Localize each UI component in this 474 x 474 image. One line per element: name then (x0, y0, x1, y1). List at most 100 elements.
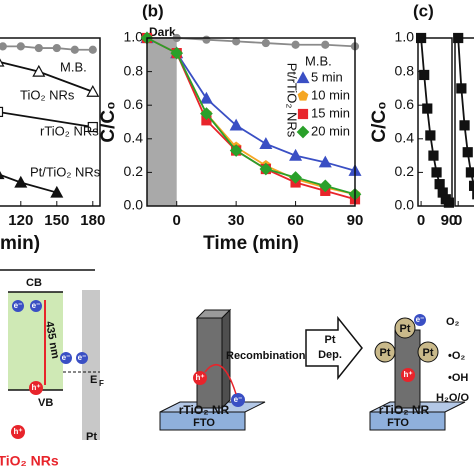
marker (52, 43, 61, 53)
fto (159, 411, 246, 431)
arrow-label: Dep. (318, 349, 342, 361)
bare-rod-diagram: h⁺ e⁻ Recombination rTiO₂ NR FTO (159, 308, 306, 431)
marker (0, 170, 5, 180)
arrow-label: Pt (325, 334, 336, 346)
x-axis-label: Time (min) (203, 233, 299, 254)
marker (289, 148, 303, 161)
series-line (146, 37, 356, 196)
marker (16, 42, 25, 51)
y-tick-label: 0.6 (124, 96, 144, 112)
legend-marker (296, 71, 310, 84)
series-line (420, 37, 450, 204)
panel-title: (b) (142, 1, 164, 20)
series-label: rTiO₂ NRs (40, 123, 99, 138)
plot-frame (417, 37, 453, 207)
x-tick-label: 180 (80, 212, 105, 229)
dark-region (147, 38, 177, 206)
marker (229, 118, 243, 131)
marker (431, 167, 442, 178)
marker (202, 35, 211, 44)
marker (425, 130, 436, 141)
plot-panel: 0 90 0.0 0.2 0.4 0.6 0.8 1.0 (c) C/C₀ (369, 1, 457, 228)
marker (32, 64, 46, 77)
marker (318, 179, 332, 193)
pt-particle (374, 341, 396, 363)
marker (232, 37, 241, 46)
water-label: H₂O/O (436, 392, 469, 404)
cb-label: CB (26, 277, 42, 289)
electron-label: e⁻ (78, 353, 87, 362)
marker (459, 120, 470, 131)
pt-label: Pt (423, 347, 434, 359)
y-axis-label: C/C₀ (369, 101, 390, 142)
marker (289, 171, 302, 184)
series-label: Pt/TiO₂ NRs (30, 164, 101, 179)
arrow-shape (305, 315, 363, 381)
marker (468, 180, 474, 191)
hole-label: h⁺ (13, 427, 22, 436)
pt-particle (394, 317, 416, 339)
marker (434, 179, 445, 190)
electron (76, 352, 88, 364)
x-tick-label: 90 (347, 212, 364, 229)
pt-label: Pt (86, 431, 97, 443)
marker (428, 150, 439, 161)
x-tick-label: 150 (44, 212, 69, 229)
recombination-label: Recombination (226, 350, 306, 362)
marker (170, 46, 184, 60)
y-tick-label: 0.2 (124, 163, 144, 179)
hydroxyl-label: •OH (448, 372, 468, 384)
marker (88, 45, 97, 54)
hole (401, 368, 415, 382)
y-tick-label: 0.2 (395, 163, 415, 179)
y-tick-label: 0.0 (124, 197, 144, 213)
marker (0, 42, 7, 51)
y-tick-label: 0.4 (395, 130, 415, 146)
marker (229, 144, 243, 157)
marker (318, 155, 332, 168)
y-tick-label: 0.6 (395, 96, 415, 112)
x-tick-label: 0 (173, 212, 181, 229)
marker (86, 85, 100, 97)
hole-label: h⁺ (403, 370, 412, 379)
marker (199, 91, 213, 104)
marker (0, 106, 4, 118)
pt-particle (417, 341, 439, 363)
x-tick-label: 30 (228, 212, 245, 229)
x-tick-label: 120 (8, 212, 33, 229)
superoxide-label: •O₂ (448, 350, 465, 362)
hole (29, 381, 43, 395)
loaded-rod-diagram: h⁺ e⁻ Pt Pt Pt O₂ •O₂ •OH H₂O/O rTiO₂ NR… (369, 314, 469, 431)
legend-label: 10 min (311, 87, 350, 102)
hole (193, 371, 207, 385)
deposition-arrow: Pt Dep. (305, 315, 363, 381)
fto-label: FTO (387, 417, 409, 429)
marker (419, 69, 430, 81)
panel-title: (c) (413, 1, 434, 20)
pt-label: Pt (380, 347, 391, 359)
x-tick-label: 90 (441, 212, 458, 229)
electron (231, 393, 245, 407)
vb-label: VB (38, 397, 53, 409)
hole-label: h⁺ (31, 383, 40, 392)
marker (443, 197, 455, 208)
marker (472, 189, 474, 200)
plot-frame (0, 37, 101, 207)
marker (259, 137, 273, 149)
marker (200, 107, 213, 120)
series-line (0, 111, 93, 128)
marker (259, 162, 273, 176)
marker (462, 147, 473, 158)
marker (34, 43, 43, 53)
hole (11, 425, 25, 439)
o2-label: O₂ (446, 316, 460, 328)
electron-label: e⁻ (234, 395, 243, 404)
shade-label: Dark (149, 25, 176, 39)
series-line (146, 37, 356, 172)
electron-label: e⁻ (32, 301, 41, 310)
fto (369, 411, 446, 431)
rod-label: rTiO₂ NR (379, 403, 430, 417)
pt-label: Pt (400, 323, 411, 335)
marker (0, 58, 5, 67)
